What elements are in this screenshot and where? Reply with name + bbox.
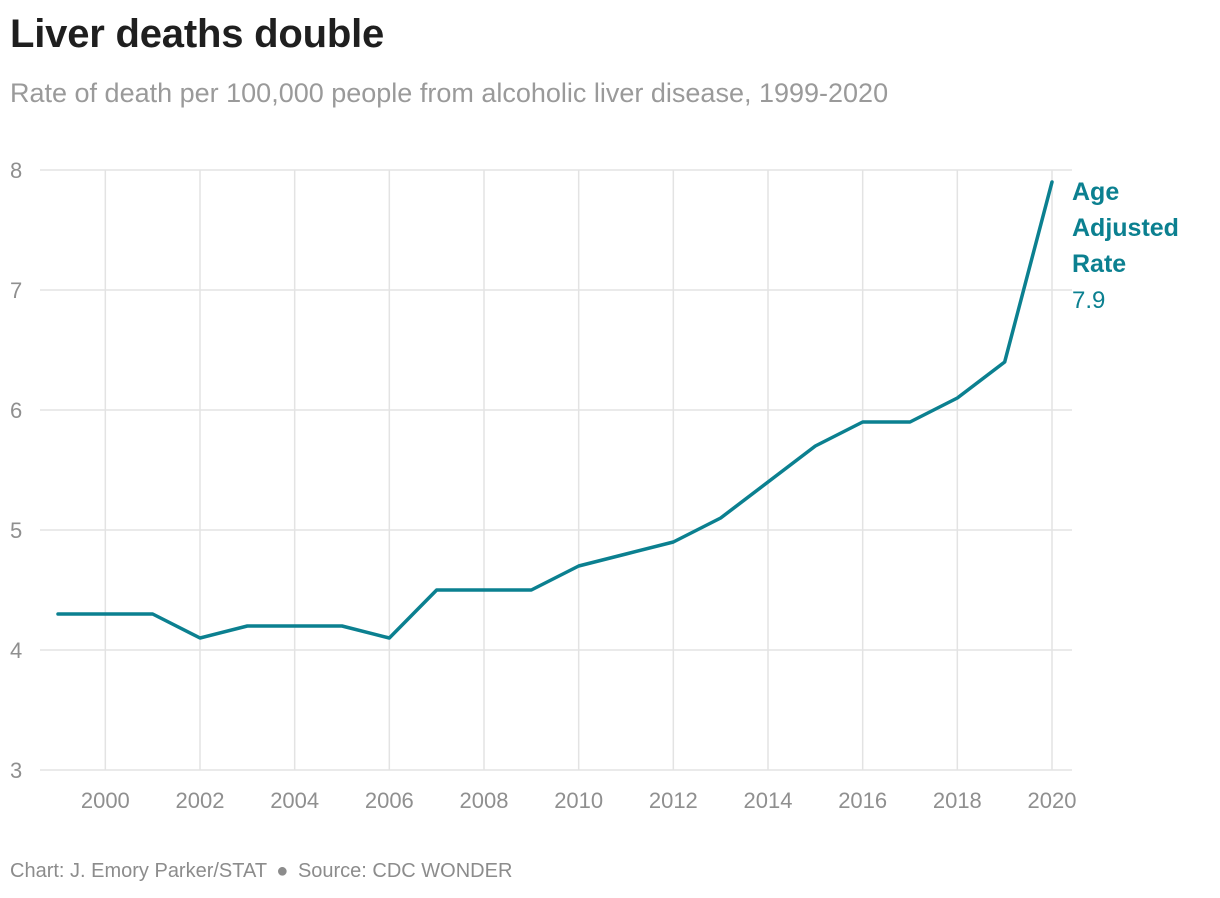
x-tick-label-2008: 2008 <box>460 788 509 813</box>
series-last-value-label: 7.9 <box>1072 287 1105 314</box>
x-tick-label-2010: 2010 <box>554 788 603 813</box>
separator-dot: ● <box>276 860 289 882</box>
y-tick-label-3: 3 <box>10 758 22 783</box>
chart-title: Liver deaths double <box>10 12 385 56</box>
x-tick-label-2002: 2002 <box>176 788 225 813</box>
credit-text: Chart: J. Emory Parker/STAT <box>10 860 267 882</box>
y-tick-label-8: 8 <box>10 158 22 183</box>
x-tick-label-2014: 2014 <box>744 788 793 813</box>
y-tick-label-7: 7 <box>10 278 22 303</box>
x-axis-tick-labels: 2000 2002 2004 2006 2008 2010 2012 2014 2016 2018… <box>81 788 1077 813</box>
x-tick-label-2000: 2000 <box>81 788 130 813</box>
x-gridlines <box>104 170 1053 770</box>
series-lines <box>56 180 1054 640</box>
chart-subtitle: Rate of death per 100,000 people from al… <box>10 78 889 108</box>
chart-source: Chart: J. Emory Parker/STAT ● Source: CD… <box>10 860 512 883</box>
x-tick-label-2018: 2018 <box>933 788 982 813</box>
y-gridlines <box>40 169 1072 771</box>
series-line-0 <box>56 180 1054 640</box>
source-text: Source: CDC WONDER <box>297 860 513 882</box>
x-tick-label-2012: 2012 <box>649 788 698 813</box>
series-name-label-line-0: Age <box>1072 178 1119 206</box>
x-tick-label-2006: 2006 <box>365 788 414 813</box>
series-name-label-line-2: Rate <box>1072 250 1126 278</box>
y-tick-label-4: 4 <box>10 638 22 663</box>
y-axis-tick-labels: 3 4 5 6 7 8 <box>10 158 22 783</box>
y-tick-label-5: 5 <box>10 518 22 543</box>
series-labels: Age Adjusted Rate 7.9 <box>1072 178 1179 314</box>
x-tick-label-2004: 2004 <box>270 788 319 813</box>
series-name-label-line-1: Adjusted <box>1072 214 1179 242</box>
x-tick-label-2016: 2016 <box>838 788 887 813</box>
y-tick-label-6: 6 <box>10 398 22 423</box>
x-tick-label-2020: 2020 <box>1028 788 1077 813</box>
